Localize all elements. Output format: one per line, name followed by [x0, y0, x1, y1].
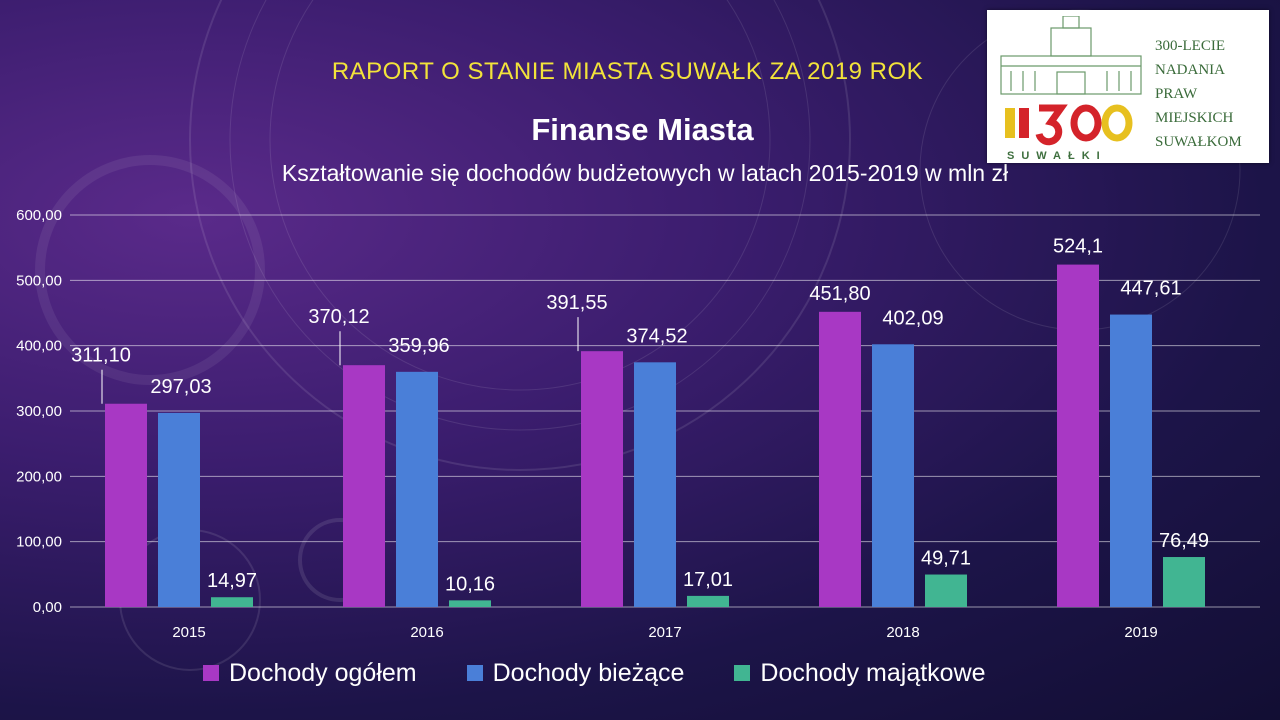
legend-item-dochody-majatkowe: Dochody majątkowe: [734, 658, 986, 688]
chart-subtitle: Kształtowanie się dochodów budżetowych w…: [281, 160, 1009, 186]
y-tick-label: 300,00: [16, 403, 62, 420]
logo-line: 300-LECIE: [1155, 38, 1225, 54]
data-label: 17,01: [683, 569, 733, 591]
report-title: RAPORT O STANIE MIASTA SUWAŁK ZA 2019 RO…: [331, 58, 924, 85]
x-tick-label: 2018: [886, 624, 919, 641]
bar: [1110, 314, 1152, 607]
data-label: 10,16: [445, 573, 495, 595]
bar: [396, 371, 438, 607]
data-label: 14,97: [207, 570, 257, 592]
logo-seal-text: SUWAŁKI: [1007, 150, 1107, 162]
bar: [687, 595, 729, 607]
data-label: 297,03: [150, 376, 211, 398]
legend-label: Dochody ogółem: [229, 658, 417, 687]
data-label: 391,55: [546, 292, 607, 314]
bar: [925, 574, 967, 607]
x-tick-label: 2019: [1124, 624, 1157, 641]
legend-label: Dochody majątkowe: [760, 658, 986, 687]
bar: [1163, 557, 1205, 607]
y-tick-label: 200,00: [16, 468, 62, 485]
data-label: 76,49: [1159, 530, 1209, 552]
y-tick-label: 600,00: [16, 207, 62, 224]
bar: [581, 351, 623, 607]
bar: [211, 597, 253, 607]
logo-text: 300-LECIE NADANIA PRAW MIEJSKICH SUWAŁKO…: [1155, 34, 1267, 154]
chart-title: Finanse Miasta: [531, 112, 754, 147]
logo-line: PRAW: [1155, 86, 1198, 102]
legend-swatch: [466, 665, 483, 681]
y-tick-label: 100,00: [16, 534, 62, 551]
legend-swatch: [734, 665, 751, 681]
chart-legend: Dochody ogółem Dochody bieżące Dochody m…: [203, 656, 1036, 690]
legend-item-dochody-ogolem: Dochody ogółem: [203, 659, 417, 688]
bar: [343, 365, 385, 607]
bar: [1057, 264, 1099, 607]
data-label: 524,1: [1053, 236, 1103, 258]
y-tick-label: 500,00: [16, 272, 62, 289]
bar: [449, 600, 491, 607]
data-label: 374,52: [626, 325, 687, 347]
logo-line: SUWAŁKOM: [1155, 134, 1242, 150]
x-tick-label: 2015: [172, 624, 205, 641]
y-tick-label: 400,00: [16, 338, 62, 355]
data-label: 49,71: [921, 548, 971, 570]
logo-line: NADANIA: [1155, 62, 1225, 78]
legend-swatch: [203, 665, 219, 681]
legend-label: Dochody bieżące: [492, 658, 685, 687]
anniversary-logo: 300-LECIE NADANIA PRAW MIEJSKICH SUWAŁKO…: [987, 10, 1269, 163]
bar: [819, 311, 861, 607]
data-label: 311,10: [71, 345, 131, 367]
bar: [158, 412, 200, 607]
x-tick-label: 2017: [648, 624, 681, 641]
data-label: 359,96: [388, 335, 449, 357]
x-tick-label: 2016: [410, 624, 443, 641]
legend-item-dochody-biezace: Dochody bieżące: [466, 658, 685, 688]
bar: [634, 362, 676, 607]
y-tick-label: 0,00: [33, 599, 62, 616]
logo-line: MIEJSKICH: [1155, 110, 1234, 126]
data-label: 447,61: [1120, 278, 1181, 300]
bar: [872, 344, 914, 607]
anniversary-300-emblem: [1005, 104, 1133, 146]
town-hall-illustration: [1000, 16, 1142, 95]
data-label: 451,80: [809, 283, 870, 305]
data-label: 402,09: [882, 307, 943, 329]
data-label: 370,12: [308, 306, 369, 328]
bar: [105, 403, 147, 607]
